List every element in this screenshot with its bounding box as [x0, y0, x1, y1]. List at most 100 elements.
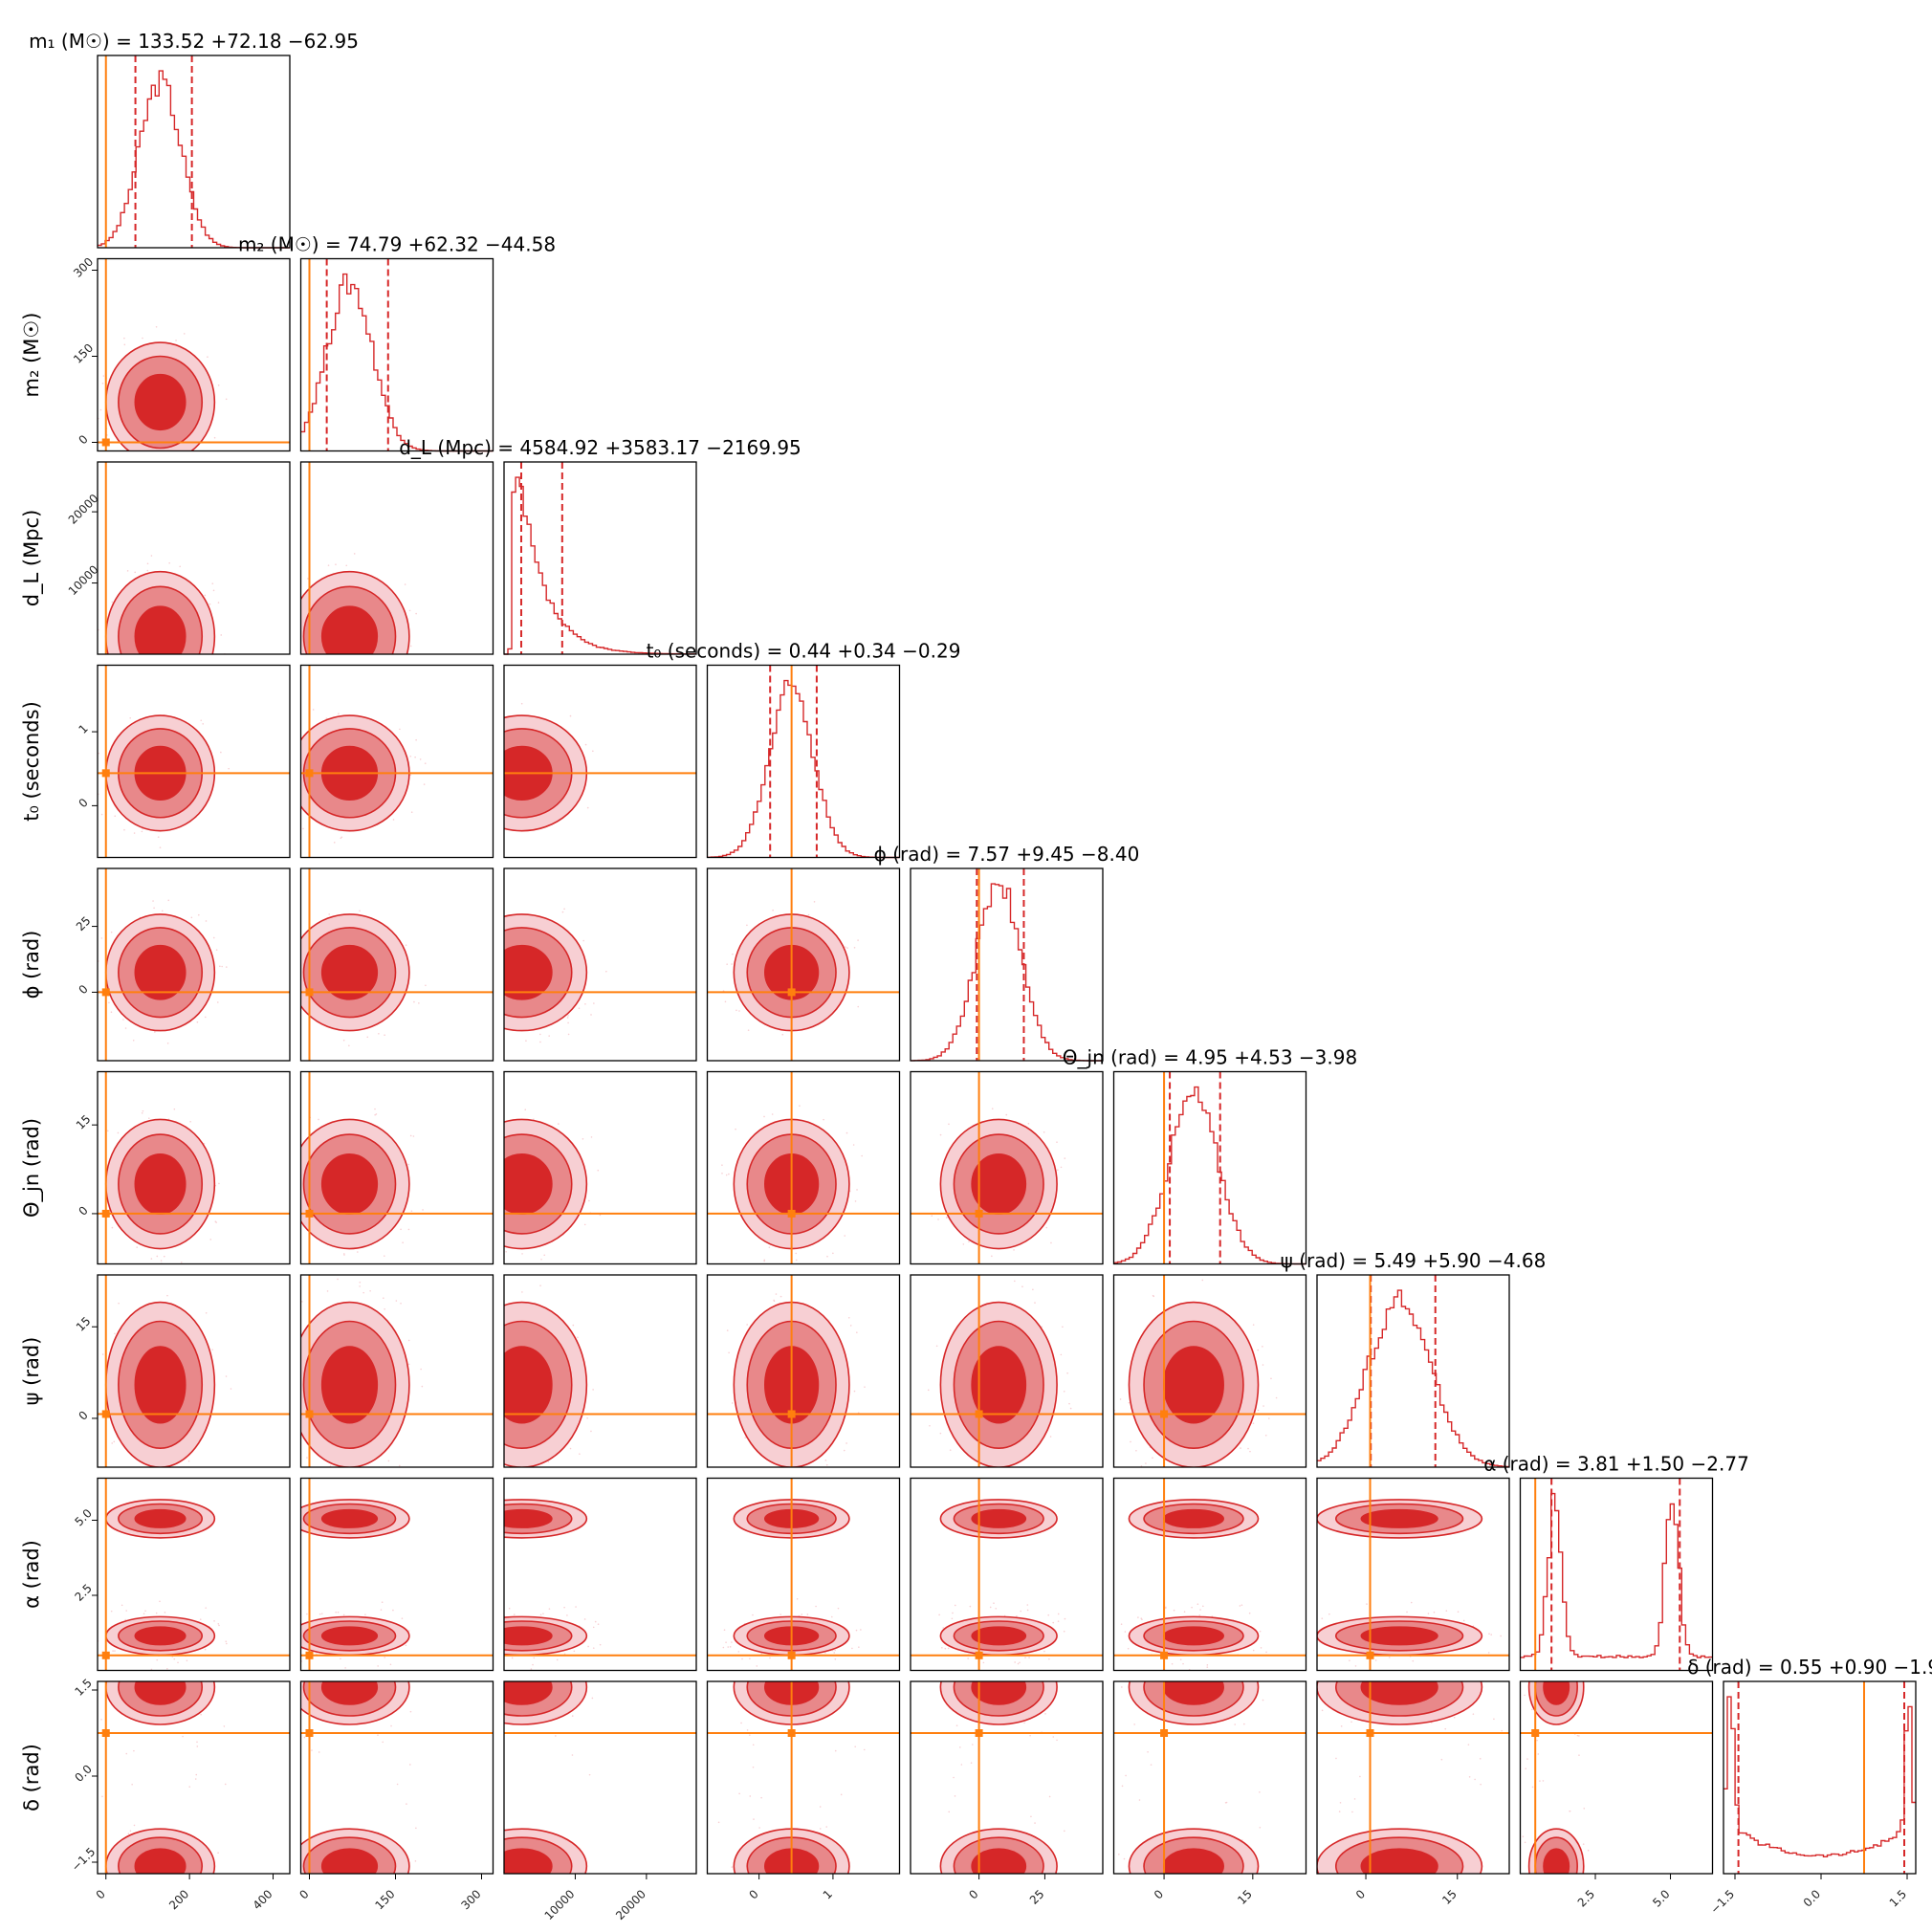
- x-tick-label: 150: [373, 1887, 398, 1912]
- panel-title: α (rad) = 3.81 +1.50 −2.77: [1483, 1453, 1749, 1476]
- panel-frame: [910, 1274, 1104, 1468]
- truth-marker: [305, 1410, 314, 1418]
- panel-frame: [299, 867, 494, 1062]
- panel-frame: [1316, 1680, 1510, 1875]
- panel-frame: [97, 1477, 291, 1672]
- contour: [320, 1626, 379, 1646]
- panel-title: δ (rad) = 0.55 +0.90 −1.99: [1687, 1656, 1932, 1679]
- contour-level-3: [504, 944, 553, 1000]
- contour-level-3: [320, 605, 379, 654]
- truth-marker: [975, 1410, 983, 1418]
- panel-m1-phi: 0 25 ϕ (rad): [20, 867, 291, 1062]
- panel-alpha-delta: 2.5 5.0 α (rad): [1519, 1680, 1714, 1932]
- panel-frame: [910, 1477, 1104, 1672]
- contour: [971, 1848, 1027, 1874]
- panel-frame: [1112, 1274, 1307, 1468]
- x-tick-label: 0.0: [1801, 1887, 1823, 1909]
- truth-marker: [305, 1651, 314, 1659]
- truth-marker: [787, 1729, 796, 1737]
- panel-m1-alpha: 2.5 5.0 α (rad): [20, 1477, 291, 1672]
- y-tick-label: 1.5: [72, 1676, 94, 1698]
- truth-marker: [305, 769, 314, 778]
- contour: [134, 1848, 187, 1874]
- panel-theta_jn-alpha: [1112, 1477, 1307, 1672]
- contour: [134, 1681, 187, 1705]
- panel-frame: [706, 1274, 901, 1468]
- panel-phi-delta: 0 25 ϕ (rad): [910, 1680, 1104, 1932]
- panel-m2-psi: [299, 1274, 494, 1468]
- truth-marker: [1366, 1729, 1374, 1737]
- y-axis-label: m₂ (M☉): [20, 313, 43, 398]
- contour-level-3: [320, 944, 379, 1000]
- contour: [320, 1681, 379, 1705]
- truth-marker: [101, 1729, 110, 1737]
- x-axis-label: ϕ (rad): [973, 1930, 1042, 1932]
- panel-frame: [503, 867, 697, 1062]
- panel-delta: δ (rad) = 0.55 +0.90 −1.99 −1.5 0.0 1.5 δ (r…: [1687, 1656, 1932, 1932]
- contour-level-3: [134, 1153, 187, 1215]
- histogram-phi: [911, 883, 1103, 1062]
- panel-frame: [299, 1680, 494, 1875]
- contour: [134, 1626, 187, 1646]
- contour: [971, 1681, 1027, 1705]
- y-tick-label: 15: [74, 1314, 94, 1334]
- panel-frame: [910, 867, 1104, 1062]
- panel-title: m₂ (M☉) = 74.79 +62.32 −44.58: [238, 233, 556, 256]
- y-tick-label: 300: [71, 255, 96, 280]
- y-axis-label: δ (rad): [20, 1744, 43, 1811]
- panel-frame: [97, 1274, 291, 1468]
- truth-marker: [1160, 1729, 1169, 1737]
- panel-dL-t0: [503, 664, 697, 859]
- truth-marker: [1160, 1410, 1169, 1418]
- contour: [1163, 1508, 1224, 1528]
- panel-frame: [1519, 1477, 1714, 1672]
- panel-frame: [1723, 1680, 1917, 1875]
- panel-phi-theta_jn: [910, 1070, 1104, 1265]
- panel-frame: [97, 55, 291, 249]
- y-tick-label: 25: [74, 913, 94, 933]
- contour-level-3: [504, 1346, 553, 1424]
- panel-dL-alpha: [503, 1477, 697, 1672]
- panel-frame: [503, 1274, 697, 1468]
- y-tick-label: 1: [77, 722, 91, 736]
- y-tick-label: 0.0: [72, 1762, 94, 1784]
- contour-level-3: [504, 1153, 553, 1215]
- x-tick-label: 25: [1027, 1887, 1047, 1907]
- panel-frame: [97, 257, 291, 452]
- y-tick-label: 10000: [66, 562, 101, 598]
- contour: [1543, 1681, 1570, 1705]
- y-tick-label: −1.5: [69, 1845, 99, 1875]
- x-tick-label: 15: [1439, 1887, 1460, 1907]
- y-axis-label: Θ_jn (rad): [20, 1118, 44, 1218]
- panel-title: m₁ (M☉) = 133.52 +72.18 −62.95: [29, 30, 359, 53]
- panel-m2-phi: [299, 867, 494, 1062]
- panel-dL-phi: [503, 867, 697, 1062]
- contour: [1163, 1681, 1224, 1705]
- contour: [1543, 1848, 1570, 1874]
- panel-dL: d_L (Mpc) = 4584.92 +3583.17 −2169.95: [399, 436, 801, 655]
- contour: [504, 1848, 553, 1874]
- truth-marker: [101, 769, 110, 778]
- x-axis-label: t₀ (seconds): [743, 1930, 864, 1932]
- contour-level-3: [971, 1346, 1027, 1424]
- contour-level-3: [134, 373, 187, 431]
- x-axis-label: ψ (rad): [1379, 1930, 1448, 1932]
- x-tick-label: 300: [459, 1887, 484, 1912]
- contour: [504, 1626, 553, 1646]
- contour-level-3: [134, 944, 187, 1000]
- x-tick-label: 15: [1235, 1887, 1255, 1907]
- panel-m1-m2: 0 150 300 m₂ (M☉): [20, 255, 291, 452]
- panel-frame: [1112, 1477, 1307, 1672]
- x-tick-label: 0: [1152, 1887, 1166, 1901]
- panel-t0-delta: 0 1 t₀ (seconds): [706, 1680, 901, 1932]
- truth-marker: [101, 988, 110, 997]
- x-tick-label: 5.0: [1650, 1887, 1672, 1909]
- y-axis-label: d_L (Mpc): [20, 510, 44, 607]
- panel-frame: [299, 461, 494, 655]
- panel-frame: [299, 1070, 494, 1265]
- truth-marker: [787, 988, 796, 997]
- contour: [504, 1681, 553, 1705]
- panel-frame: [97, 1680, 291, 1875]
- y-tick-label: 15: [74, 1112, 94, 1132]
- panel-theta_jn: Θ_jn (rad) = 4.95 +4.53 −3.98: [1063, 1046, 1357, 1265]
